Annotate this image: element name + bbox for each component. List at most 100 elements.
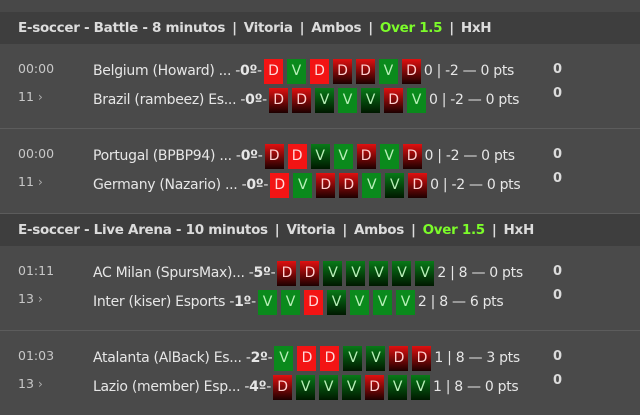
team-position: 0º: [246, 177, 264, 193]
win-badge: V: [378, 58, 398, 84]
win-badge: V: [341, 374, 361, 400]
separator: |: [410, 222, 416, 238]
loss-badge: D: [287, 143, 307, 169]
win-badge: V: [346, 260, 366, 286]
win-badge: V: [395, 289, 415, 315]
loss-badge: D: [339, 172, 359, 198]
section-title: E-soccer - Battle - 8 minutos: [18, 20, 226, 36]
match-count-link[interactable]: 11 ›: [18, 174, 43, 189]
loss-badge: D: [320, 345, 340, 371]
chevron-right-icon: ›: [33, 89, 43, 104]
match-count: 13: [18, 376, 34, 391]
filter-ambos[interactable]: Ambos: [353, 222, 404, 238]
win-badge: V: [343, 345, 363, 371]
match-item[interactable]: 01:03 13 › Atalanta (AlBack) Es... - 2º -V…: [0, 331, 640, 415]
filter-over-1-5[interactable]: Over 1.5: [379, 20, 443, 36]
win-badge: V: [379, 143, 399, 169]
loss-badge: D: [316, 172, 336, 198]
separator: |: [274, 222, 280, 238]
team-stats: 1 | 8 — 0 pts: [432, 379, 519, 395]
team-name[interactable]: Atalanta (AlBack) Es...: [93, 350, 242, 366]
loss-badge: D: [356, 143, 376, 169]
separator: |: [299, 20, 305, 36]
match-time: 00:00: [18, 61, 55, 76]
win-badge: V: [286, 58, 306, 84]
team-extra-value: 0: [553, 373, 563, 388]
section-title: E-soccer - Live Arena - 10 minutos: [18, 222, 268, 238]
team-extra-value: 0: [553, 288, 563, 303]
chevron-right-icon: ›: [33, 291, 43, 306]
loss-badge: D: [402, 143, 422, 169]
filter-ambos[interactable]: Ambos: [311, 20, 362, 36]
separator: |: [491, 222, 497, 238]
team-name[interactable]: Portugal (BPBP94) ...: [93, 148, 232, 164]
separator: |: [342, 222, 347, 238]
filter-vitoria[interactable]: Vitoria: [243, 20, 293, 36]
team-extra-value: 0: [553, 147, 563, 162]
match-time: 00:00: [18, 146, 55, 161]
win-badge: V: [406, 87, 426, 113]
team-name[interactable]: AC Milan (SpursMax)...: [93, 265, 245, 281]
team-extra-value: 0: [553, 349, 563, 364]
win-badge: V: [333, 143, 353, 169]
match-count-link[interactable]: 13 ›: [18, 291, 43, 306]
win-badge: V: [387, 374, 407, 400]
dash: -: [262, 92, 267, 108]
match-list: E-soccer - Battle - 8 minutos | Vitoria | Am…: [0, 12, 640, 415]
loss-badge: D: [364, 374, 384, 400]
win-badge: V: [274, 345, 294, 371]
win-badge: V: [257, 289, 277, 315]
dash: -: [266, 379, 271, 395]
win-badge: V: [318, 374, 338, 400]
team-position: 1º: [234, 294, 252, 310]
dash: -: [225, 294, 235, 310]
team-extra-value: 0: [553, 264, 563, 279]
loss-badge: D: [401, 58, 421, 84]
team-stats: 0 | -2 — 0 pts: [423, 63, 515, 79]
filter-over-1-5[interactable]: Over 1.5: [422, 222, 486, 238]
win-badge: V: [280, 289, 300, 315]
team-name[interactable]: Brazil (rambeez) Es...: [93, 92, 237, 108]
match-time: 01:11: [18, 263, 55, 278]
win-badge: V: [385, 172, 405, 198]
team-position: 2º: [250, 350, 268, 366]
team-stats: 0 | -2 — 0 pts: [430, 177, 521, 193]
match-count-link[interactable]: 13 ›: [18, 376, 43, 391]
filter-hxh[interactable]: HxH: [460, 20, 492, 36]
filter-vitoria[interactable]: Vitoria: [286, 222, 336, 238]
loss-badge: D: [355, 58, 375, 84]
filter-hxh[interactable]: HxH: [503, 222, 535, 238]
dash: -: [267, 350, 273, 366]
team-stats: 2 | 8 — 6 pts: [417, 294, 504, 310]
team-stats: 2 | 8 — 0 pts: [437, 265, 523, 281]
win-badge: V: [314, 87, 334, 113]
match-count: 13: [18, 291, 34, 306]
dash: -: [244, 265, 254, 281]
dash: -: [231, 148, 241, 164]
team-extra-value: 0: [553, 171, 563, 186]
team-name[interactable]: Lazio (member) Esp...: [93, 379, 241, 395]
loss-badge: D: [408, 172, 428, 198]
team-extra-value: 0: [553, 86, 563, 101]
team-name[interactable]: Inter (kiser) Esports: [93, 294, 226, 310]
team-name[interactable]: Belgium (Howard) ...: [93, 63, 232, 79]
loss-badge: D: [303, 289, 323, 315]
win-badge: V: [372, 289, 392, 315]
dash: -: [237, 177, 247, 193]
team-name[interactable]: Germany (Nazario) ...: [93, 177, 238, 193]
match-count-link[interactable]: 11 ›: [18, 89, 43, 104]
team-position: 4º: [249, 379, 267, 395]
team-position: 0º: [245, 92, 263, 108]
loss-badge: D: [300, 260, 320, 286]
separator: |: [449, 20, 454, 36]
